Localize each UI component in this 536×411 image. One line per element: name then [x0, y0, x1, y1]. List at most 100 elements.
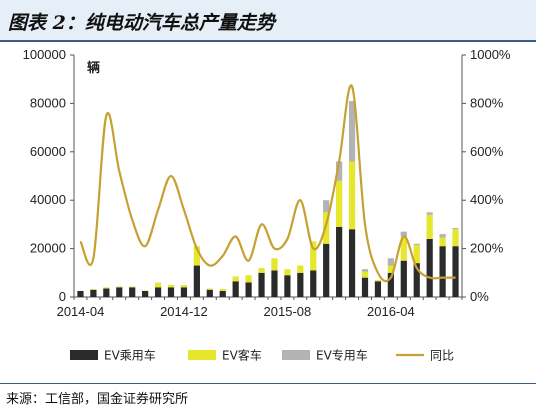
bar-segment-1 — [116, 286, 123, 288]
bar-segment-1 — [245, 275, 252, 283]
bar-segment-1 — [284, 269, 291, 276]
bar-segment-1 — [452, 229, 459, 247]
title-rule — [0, 40, 536, 42]
bar-segment-2 — [452, 228, 459, 230]
chart-title: 图表 2：纯电动汽车总产量走势 — [8, 12, 275, 34]
y-left-tick-label: 0 — [59, 289, 66, 304]
bar-segment-1 — [180, 284, 188, 288]
bar-segment-1 — [206, 288, 213, 290]
bar-segment-0 — [154, 287, 162, 297]
bar-segment-0 — [297, 272, 304, 297]
source-note: 来源：工信部，国金证券研究所 — [6, 392, 189, 407]
bar-segment-1 — [400, 236, 407, 261]
bar-segment-0 — [323, 243, 330, 297]
bar-segment-1 — [310, 241, 317, 271]
bar-segment-0 — [167, 287, 175, 297]
bar-segment-1 — [387, 265, 394, 273]
legend: EV乘用车 EV客车 EV专用车 同比 — [70, 348, 454, 363]
bar-segment-0 — [193, 265, 200, 297]
x-tick-label: 2014-12 — [160, 304, 208, 319]
source-rule — [0, 383, 536, 384]
bar-segment-0 — [77, 290, 84, 297]
bar-segment-2 — [439, 234, 446, 238]
y-left-tick-label: 100000 — [23, 47, 66, 62]
y-right-tick-label: 400% — [470, 192, 504, 207]
bar-segment-1 — [167, 284, 175, 288]
bar-segment-0 — [219, 290, 226, 297]
bar-segment-2 — [323, 200, 330, 213]
bar-segment-1 — [103, 287, 110, 289]
bar-segment-0 — [439, 246, 446, 297]
bar-segment-0 — [206, 289, 213, 297]
line-series-yoy — [79, 84, 456, 283]
bar-segment-0 — [336, 226, 343, 297]
bar-segment-0 — [284, 275, 291, 297]
chart-axes: 0 20000 40000 60000 80000 100000 0% 200% 400% 600… — [23, 47, 511, 319]
y-left-tick-label: 80000 — [30, 95, 66, 110]
bar-segment-1 — [154, 282, 162, 288]
legend-label: 同比 — [430, 349, 454, 363]
y-right-tick-label: 0% — [470, 289, 489, 304]
legend-swatch — [70, 350, 98, 360]
x-tick-label: 2015-08 — [264, 304, 312, 319]
bar-segment-2 — [361, 269, 369, 272]
legend-swatch — [282, 350, 310, 360]
bar-segment-1 — [336, 180, 343, 227]
unit-label: 辆 — [87, 60, 100, 75]
bar-segment-0 — [361, 277, 369, 297]
bar-segment-0 — [258, 272, 265, 297]
bar-segment-1 — [413, 244, 420, 264]
bar-segment-0 — [271, 270, 278, 297]
x-tick-label: 2016-04 — [367, 304, 415, 319]
bar-segment-0 — [90, 289, 97, 297]
bar-segment-0 — [129, 287, 136, 297]
title-bar — [0, 0, 536, 40]
bar-segment-1 — [129, 286, 136, 288]
legend-label: EV乘用车 — [104, 348, 156, 363]
bar-segment-0 — [103, 288, 110, 297]
bar-segment-0 — [116, 287, 123, 297]
bar-segment-1 — [219, 289, 226, 291]
legend-label: EV客车 — [222, 348, 262, 363]
bar-segment-1 — [271, 258, 278, 271]
y-right-tick-label: 1000% — [470, 47, 511, 62]
bar-segment-0 — [348, 229, 356, 297]
bar-segment-2 — [400, 231, 407, 237]
bar-segment-2 — [348, 100, 356, 162]
y-right-tick-label: 800% — [470, 95, 504, 110]
bar-segment-1 — [193, 246, 200, 266]
bar-segment-2 — [413, 243, 420, 245]
bar-segment-1 — [297, 265, 304, 273]
y-right-tick-label: 600% — [470, 144, 504, 159]
x-tick-label: 2014-04 — [57, 304, 105, 319]
bar-segment-1 — [439, 237, 446, 247]
bar-segment-0 — [142, 290, 149, 297]
bar-segment-0 — [245, 282, 252, 297]
bar-segment-0 — [374, 281, 382, 297]
bar-segment-0 — [180, 287, 188, 297]
bar-segment-0 — [452, 246, 459, 297]
bar-segment-0 — [413, 263, 420, 297]
y-left-tick-label: 60000 — [30, 144, 66, 159]
y-left-tick-label: 20000 — [30, 241, 66, 256]
bar-segment-0 — [387, 272, 394, 297]
chart-line — [79, 84, 456, 283]
bar-segment-1 — [348, 161, 356, 230]
bar-segment-1 — [232, 276, 239, 282]
bar-segment-0 — [426, 238, 433, 297]
bar-segment-1 — [361, 271, 369, 278]
bar-segment-2 — [426, 212, 433, 215]
chart-bars — [77, 100, 459, 297]
bar-segment-0 — [310, 270, 317, 297]
legend-swatch — [188, 350, 216, 360]
bar-segment-1 — [374, 280, 382, 282]
legend-label: EV专用车 — [316, 348, 368, 363]
y-right-tick-label: 200% — [470, 241, 504, 256]
bar-segment-0 — [400, 260, 407, 297]
bar-segment-0 — [232, 281, 239, 297]
bar-segment-2 — [336, 161, 343, 181]
bar-segment-1 — [258, 267, 265, 273]
bar-segment-1 — [426, 214, 433, 239]
y-left-tick-label: 40000 — [30, 192, 66, 207]
